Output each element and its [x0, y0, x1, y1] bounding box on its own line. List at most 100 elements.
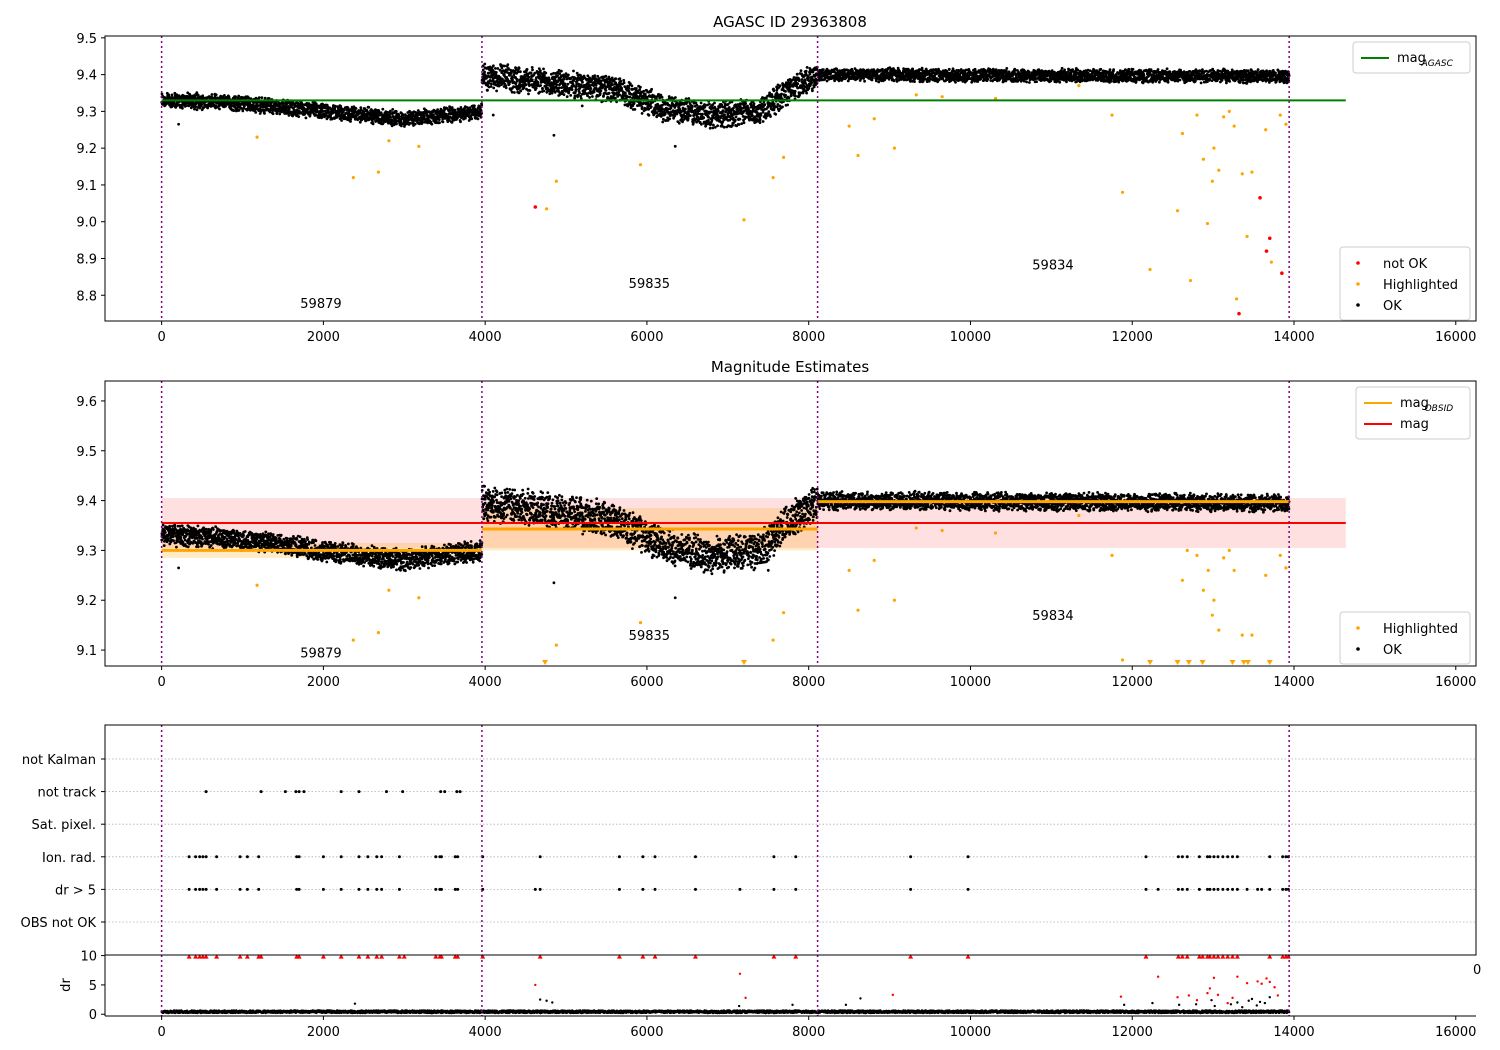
agasc-ok-point	[793, 89, 797, 93]
agasc-ok-point	[668, 117, 672, 121]
agasc-ok-point	[389, 109, 392, 113]
agasc-ok-point	[275, 112, 279, 115]
agasc-ok-point	[273, 106, 277, 109]
agasc-ok-point	[761, 120, 765, 123]
agasc-ok-point	[530, 78, 534, 82]
agasc-ok-point	[752, 102, 756, 106]
agasc-ok-point	[1027, 70, 1031, 74]
agasc-ok-point	[626, 104, 630, 108]
agasc-ok-point	[514, 82, 518, 85]
agasc-ok-point	[558, 72, 561, 76]
agasc-ok-point	[591, 95, 594, 98]
agasc-ok-point	[772, 89, 776, 93]
agasc-ok-point	[541, 87, 544, 90]
agasc-ok-point	[349, 120, 352, 123]
agasc-ok-point	[624, 91, 627, 95]
agasc-ok-point	[529, 71, 533, 75]
agasc-ok-point	[390, 124, 394, 128]
agasc-ok-point	[534, 86, 538, 90]
agasc-ok-point	[699, 101, 703, 105]
agasc-ok-point	[470, 117, 474, 121]
agasc-ok-point	[483, 62, 487, 66]
agasc-ok-point	[495, 89, 498, 93]
agasc-ok-point	[614, 96, 617, 100]
agasc-ok-point	[661, 120, 665, 124]
agasc-ok-point	[589, 87, 593, 90]
agasc-ok-point	[333, 107, 337, 110]
agasc-ok-point	[796, 82, 800, 86]
agasc-ok-point	[786, 103, 789, 107]
agasc-ok-point	[278, 112, 282, 116]
agasc-ok-point	[232, 109, 236, 112]
agasc-ok-point	[263, 112, 266, 115]
agasc-ok-point	[630, 84, 634, 88]
agasc-ok-point	[742, 121, 746, 125]
agasc-ok-point	[566, 82, 570, 86]
agasc-ok-point	[486, 88, 489, 92]
agasc-ok-point	[574, 88, 578, 91]
agasc-ok-point	[709, 110, 713, 114]
agasc-ok-point	[170, 105, 174, 109]
agasc-ok-point	[805, 66, 809, 69]
agasc-ok-point	[271, 112, 275, 116]
agasc-ok-point	[959, 68, 963, 71]
agasc-ok-point	[333, 104, 337, 108]
agasc-ok-point	[661, 107, 664, 111]
agasc-ok-point	[496, 67, 500, 70]
agasc-ok-point	[640, 112, 644, 115]
agasc-ok-point	[345, 108, 349, 112]
agasc-ok-point	[524, 83, 528, 87]
agasc-ok-point	[618, 77, 622, 81]
agasc-ok-point	[287, 114, 291, 117]
agasc-ok-point	[218, 107, 221, 111]
agasc-ok-point	[797, 79, 801, 82]
agasc-ok-point	[291, 101, 295, 104]
agasc-ok-point	[647, 113, 651, 117]
agasc-ok-point	[389, 115, 392, 119]
agasc-ok-point	[436, 108, 439, 111]
agasc-ok-point	[763, 103, 767, 106]
agasc-ok-point	[1025, 80, 1028, 84]
agasc-ok-point	[281, 104, 285, 108]
agasc-ok-point	[519, 89, 523, 92]
agasc-ok-point	[282, 101, 285, 105]
agasc-ok-point	[798, 94, 801, 97]
agasc-ok-point	[530, 66, 534, 69]
agasc-ok-point	[619, 79, 623, 83]
agasc-ok-point	[572, 69, 575, 73]
agasc-ok-point	[492, 86, 496, 90]
agasc-ok-point	[738, 117, 742, 121]
agasc-ok-point	[539, 69, 542, 73]
agasc-ok-point	[892, 79, 896, 83]
agasc-ok-point	[686, 116, 690, 120]
agasc-ok-point	[708, 126, 712, 130]
agasc-ok-point	[874, 79, 878, 83]
agasc-ok-point	[1005, 67, 1009, 70]
agasc-ok-point	[627, 87, 631, 90]
agasc-ok-point	[700, 122, 703, 126]
agasc-ok-point	[548, 78, 551, 82]
agasc-ok-point	[359, 106, 363, 110]
agasc-ok-point	[223, 94, 226, 97]
agasc-ok-point	[807, 76, 810, 80]
agasc-ok-point	[593, 74, 597, 77]
agasc-ok-point	[562, 93, 566, 96]
agasc-ok-point	[913, 80, 916, 83]
agasc-ok-point	[681, 120, 684, 124]
agasc-ok-point	[795, 72, 799, 76]
agasc-ok-point	[542, 67, 545, 71]
agasc-ok-point	[954, 80, 957, 84]
agasc-ok-point	[304, 116, 308, 120]
agasc-ok-point	[542, 89, 546, 93]
agasc-ok-point	[727, 106, 731, 109]
agasc-ok-point	[257, 96, 261, 99]
agasc-ok-point	[713, 125, 717, 129]
agasc-ok-point	[562, 77, 566, 81]
agasc-ok-point	[193, 107, 196, 111]
agasc-ok-point	[399, 120, 403, 123]
agasc-ok-point	[258, 112, 262, 115]
agasc-ok-point	[347, 109, 351, 113]
agasc-ok-point	[378, 113, 382, 117]
agasc-ok-point	[208, 95, 211, 99]
